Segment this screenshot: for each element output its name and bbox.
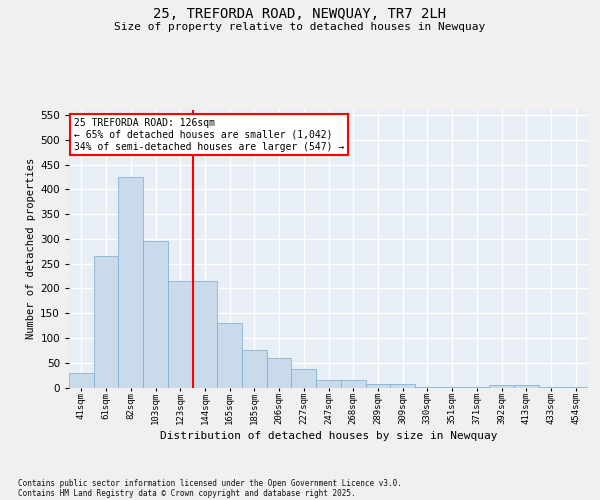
Bar: [69, 372, 94, 388]
Bar: [242, 350, 267, 388]
Bar: [365, 384, 390, 388]
Bar: [390, 384, 415, 388]
Bar: [489, 385, 514, 388]
Bar: [341, 380, 365, 388]
Y-axis label: Number of detached properties: Number of detached properties: [26, 158, 36, 340]
Text: Size of property relative to detached houses in Newquay: Size of property relative to detached ho…: [115, 22, 485, 32]
Bar: [94, 256, 118, 388]
X-axis label: Distribution of detached houses by size in Newquay: Distribution of detached houses by size …: [160, 431, 497, 441]
Bar: [267, 358, 292, 388]
Bar: [168, 281, 193, 388]
Bar: [514, 385, 539, 388]
Text: Contains public sector information licensed under the Open Government Licence v3: Contains public sector information licen…: [18, 478, 402, 488]
Bar: [316, 380, 341, 388]
Bar: [193, 281, 217, 388]
Text: 25 TREFORDA ROAD: 126sqm
← 65% of detached houses are smaller (1,042)
34% of sem: 25 TREFORDA ROAD: 126sqm ← 65% of detach…: [74, 118, 344, 152]
Text: 25, TREFORDA ROAD, NEWQUAY, TR7 2LH: 25, TREFORDA ROAD, NEWQUAY, TR7 2LH: [154, 8, 446, 22]
Bar: [118, 177, 143, 388]
Text: Contains HM Land Registry data © Crown copyright and database right 2025.: Contains HM Land Registry data © Crown c…: [18, 488, 356, 498]
Bar: [217, 323, 242, 388]
Bar: [143, 242, 168, 388]
Bar: [292, 368, 316, 388]
